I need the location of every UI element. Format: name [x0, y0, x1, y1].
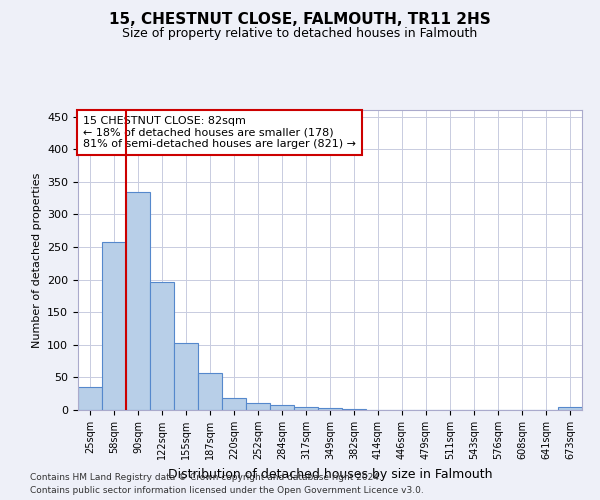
Text: Contains public sector information licensed under the Open Government Licence v3: Contains public sector information licen… [30, 486, 424, 495]
Bar [246, 404, 270, 410]
Bar [318, 408, 342, 410]
Bar [294, 406, 318, 410]
Bar [270, 406, 294, 410]
Bar [126, 192, 150, 410]
X-axis label: Distribution of detached houses by size in Falmouth: Distribution of detached houses by size … [168, 468, 492, 480]
Text: Contains HM Land Registry data © Crown copyright and database right 2024.: Contains HM Land Registry data © Crown c… [30, 472, 382, 482]
Y-axis label: Number of detached properties: Number of detached properties [32, 172, 41, 348]
Text: Size of property relative to detached houses in Falmouth: Size of property relative to detached ho… [122, 28, 478, 40]
Text: 15, CHESTNUT CLOSE, FALMOUTH, TR11 2HS: 15, CHESTNUT CLOSE, FALMOUTH, TR11 2HS [109, 12, 491, 28]
Bar [198, 373, 222, 410]
Bar [222, 398, 246, 410]
Bar [102, 242, 126, 410]
Text: 15 CHESTNUT CLOSE: 82sqm
← 18% of detached houses are smaller (178)
81% of semi-: 15 CHESTNUT CLOSE: 82sqm ← 18% of detach… [83, 116, 356, 149]
Bar [174, 343, 198, 410]
Bar [78, 387, 102, 410]
Bar [558, 408, 582, 410]
Bar [150, 282, 174, 410]
